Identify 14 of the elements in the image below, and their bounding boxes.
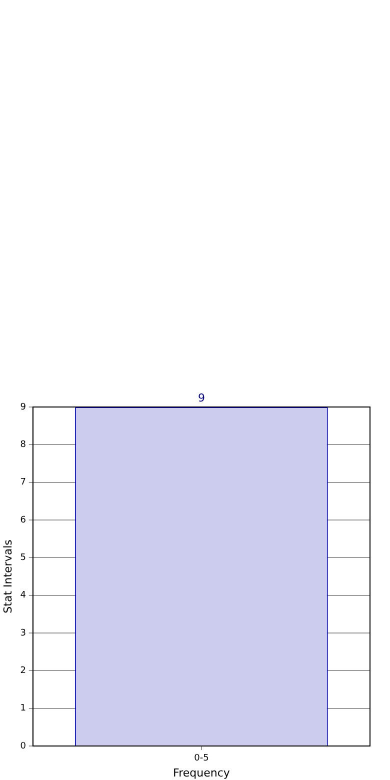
y-tick-label: 1 (20, 704, 26, 714)
x-tick-label: 0-5 (194, 754, 209, 764)
data-label: 9 (198, 391, 205, 404)
y-tick-label: 6 (20, 515, 26, 526)
x-axis-title: Frequency (173, 766, 230, 780)
y-tick-label: 5 (20, 553, 26, 564)
y-tick-label: 8 (20, 440, 26, 450)
y-axis-title: Stat Intervals (1, 539, 14, 614)
y-tick-label: 4 (20, 590, 26, 601)
y-tick-label: 9 (20, 402, 26, 412)
y-tick-label: 0 (20, 741, 26, 752)
y-tick-label: 2 (20, 666, 26, 676)
y-tick-label: 3 (20, 628, 26, 638)
y-tick-label: 7 (20, 478, 26, 488)
